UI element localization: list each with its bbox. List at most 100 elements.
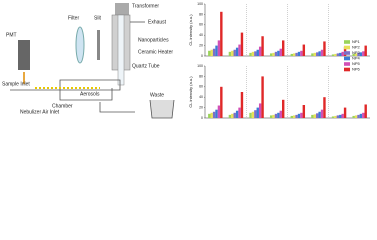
bar	[300, 112, 303, 118]
bar	[279, 48, 282, 56]
y-tick-label: 100	[197, 2, 203, 6]
bar	[323, 97, 326, 118]
bar	[311, 114, 314, 118]
bar	[261, 76, 264, 118]
bar	[295, 52, 298, 56]
bar	[336, 53, 340, 56]
legend-swatch	[344, 67, 350, 72]
bar	[357, 114, 360, 118]
bar	[313, 52, 317, 56]
bar	[290, 53, 293, 56]
label: Nebulizer Air Inlet	[20, 109, 60, 115]
bar	[274, 51, 278, 56]
bar	[295, 114, 298, 118]
y-tick-label: 80	[199, 12, 203, 16]
y-tick-label: 100	[197, 64, 203, 68]
bar	[282, 40, 285, 56]
bar	[331, 54, 335, 56]
quartz-tube	[117, 14, 125, 86]
bar	[362, 112, 365, 118]
label: Exhaust	[148, 19, 167, 25]
y-axis-label: CL intensity (a.u.)	[188, 14, 193, 46]
label: Quartz Tube	[132, 63, 160, 69]
bar	[240, 32, 244, 56]
legend-swatch	[344, 51, 350, 55]
label: Ceramic Heater	[138, 49, 173, 55]
bar	[212, 111, 216, 118]
bar	[256, 49, 259, 56]
legend-swatch	[344, 45, 350, 50]
y-tick-label: 0	[201, 54, 203, 58]
bar	[277, 112, 280, 118]
bar	[341, 113, 344, 118]
bar	[279, 110, 282, 118]
bar	[261, 36, 264, 56]
bar	[233, 112, 236, 118]
bar	[220, 11, 223, 57]
bar	[359, 113, 363, 118]
bar	[290, 115, 293, 118]
bar	[339, 52, 342, 56]
bar	[269, 53, 273, 56]
bar	[258, 46, 262, 56]
bar	[240, 92, 244, 118]
bar	[238, 107, 241, 118]
bar	[331, 116, 335, 118]
bar	[313, 114, 317, 118]
bar	[318, 51, 321, 56]
label: Slit	[94, 15, 102, 21]
bar	[364, 45, 367, 56]
chamber	[10, 79, 121, 101]
label: Chamber	[52, 103, 73, 109]
bar	[318, 111, 321, 118]
label: Sample Inlet	[2, 81, 30, 87]
bar	[235, 47, 239, 56]
drain	[99, 102, 135, 113]
bar	[354, 115, 358, 118]
filter-lens	[75, 26, 85, 64]
bar	[215, 109, 218, 118]
bar	[277, 50, 280, 56]
bar	[217, 105, 221, 118]
bar	[251, 51, 255, 56]
bar	[320, 49, 324, 56]
label: Waste	[150, 92, 164, 98]
label: PMT	[6, 32, 17, 38]
bar	[352, 53, 355, 56]
y-tick-label: 20	[199, 106, 203, 110]
legend-label: NP1	[352, 39, 361, 44]
y-tick-label: 40	[199, 95, 203, 99]
bar	[217, 40, 221, 56]
bar	[249, 52, 252, 56]
waste-bin	[149, 99, 175, 119]
bar	[210, 49, 213, 56]
y-tick-label: 60	[199, 85, 203, 89]
bar	[233, 49, 236, 56]
legend-swatch	[344, 62, 350, 66]
y-tick-label: 40	[199, 33, 203, 37]
bar	[320, 109, 324, 118]
bar	[254, 51, 257, 56]
bar	[362, 51, 365, 56]
bar	[316, 52, 319, 56]
y-tick-label: 80	[199, 74, 203, 78]
bar	[235, 110, 239, 118]
bar	[249, 112, 252, 118]
bar	[297, 113, 301, 118]
legend-label: NP5	[352, 61, 361, 66]
charts: CL intensity (a.u.) 0 20 40 60 80 100 CL intens…	[188, 2, 370, 120]
bar	[254, 110, 257, 118]
bar	[215, 45, 218, 56]
label: Filter	[68, 15, 79, 21]
legend-label: NP6	[352, 67, 361, 72]
bar	[302, 105, 306, 118]
bar	[231, 113, 234, 118]
bar	[228, 51, 232, 56]
bar	[339, 114, 342, 118]
bar	[302, 44, 306, 56]
bar	[364, 104, 367, 118]
bar	[357, 52, 360, 56]
bar	[311, 53, 314, 56]
bar	[316, 113, 319, 118]
bar	[343, 107, 347, 118]
